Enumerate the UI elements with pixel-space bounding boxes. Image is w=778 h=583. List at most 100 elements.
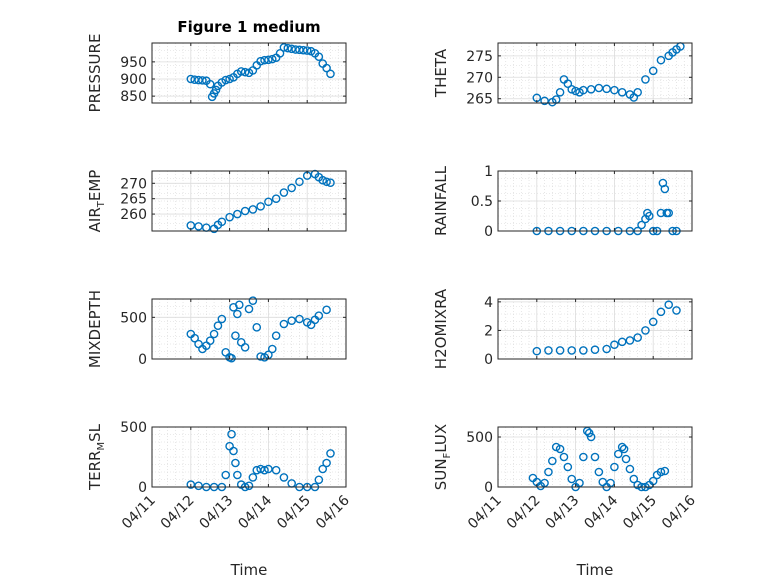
data-point	[233, 309, 242, 319]
axes-frame	[151, 170, 347, 232]
data-point	[314, 311, 324, 320]
data-point	[641, 326, 650, 335]
data-point	[213, 321, 223, 330]
chart-title: Figure 1 medium	[177, 18, 320, 36]
x-tick-label: 04/15	[274, 493, 314, 533]
y-tick-label: 500	[120, 310, 147, 326]
data-point	[256, 202, 265, 211]
data-point	[322, 177, 331, 187]
data-point	[194, 481, 203, 491]
data-point	[217, 217, 227, 227]
data-point	[233, 470, 242, 480]
y-tick-label: 1	[484, 164, 493, 180]
data-point	[664, 208, 674, 218]
data-point	[314, 52, 324, 62]
y-tick-label: 2	[484, 323, 493, 339]
data-point	[287, 183, 296, 193]
data-point	[555, 87, 565, 97]
data-point	[211, 85, 221, 95]
x-tick-label: 04/11	[465, 493, 505, 533]
x-tick-label: 04/12	[158, 493, 198, 533]
data-point	[548, 456, 557, 466]
data-point	[244, 304, 254, 314]
data-point	[594, 467, 604, 477]
data-point	[563, 462, 573, 472]
axes-rainfall: 0 0.5 1 RAINFALL	[432, 164, 693, 240]
data-point	[586, 84, 596, 94]
x-axis-label: Time	[576, 561, 614, 579]
data-point	[637, 220, 646, 230]
data-point	[617, 442, 627, 452]
data-point	[248, 473, 258, 482]
x-tick-label: 04/13	[543, 493, 583, 533]
data-point	[264, 55, 273, 65]
data-point	[544, 467, 553, 477]
data-point	[584, 428, 594, 438]
data-point	[248, 205, 258, 214]
data-point	[590, 345, 600, 355]
data-point	[610, 462, 619, 472]
x-tick-label: 04/16	[659, 492, 699, 532]
x-tick-label: 04/14	[235, 492, 275, 532]
data-point	[295, 314, 304, 324]
data-point	[322, 305, 331, 315]
data-point	[295, 177, 304, 187]
axes-frame	[151, 426, 347, 488]
data-point	[190, 333, 199, 343]
data-point	[656, 307, 666, 317]
data-point	[302, 46, 312, 55]
data-point	[229, 446, 238, 456]
data-point	[648, 317, 658, 327]
y-tick-label: 4	[484, 295, 493, 311]
data-point	[660, 466, 670, 476]
data-point	[225, 74, 234, 84]
data-point	[633, 333, 642, 342]
y-axis-label: RAINFALL	[432, 165, 450, 236]
y-tick-label: 270	[120, 176, 147, 192]
data-point	[660, 184, 670, 194]
data-point	[287, 316, 296, 325]
data-point	[264, 197, 273, 207]
y-tick-label: 500	[466, 430, 493, 446]
data-point	[555, 346, 565, 355]
data-point	[240, 67, 250, 77]
y-tick-label: 0	[484, 224, 493, 240]
data-point	[322, 63, 331, 73]
data-point	[260, 465, 269, 475]
y-axis-label: SUNFLUX	[432, 424, 453, 490]
data-point	[217, 314, 227, 324]
data-point	[619, 444, 629, 454]
data-point	[656, 467, 666, 477]
axes-mixdepth: 0 500 MIXDEPTH	[86, 290, 347, 368]
data-point	[648, 66, 658, 76]
y-tick-label: 0	[138, 352, 147, 368]
data-point	[271, 194, 281, 203]
y-axis-label: H2OMIXRA	[432, 288, 450, 369]
y-tick-label: 270	[466, 70, 493, 86]
data-point	[227, 353, 236, 363]
y-tick-label: 0	[484, 480, 493, 496]
data-point	[279, 473, 289, 482]
data-point	[617, 337, 627, 347]
data-point	[240, 343, 250, 352]
data-point	[236, 67, 246, 76]
y-tick-label: 275	[466, 49, 493, 65]
y-tick-label: 265	[120, 192, 147, 208]
y-axis-label: MIXDEPTH	[86, 290, 104, 368]
data-point	[252, 323, 262, 332]
data-point	[326, 178, 335, 187]
y-axis-label: TERRMSL	[86, 423, 107, 491]
data-point	[209, 329, 219, 339]
data-point	[198, 76, 207, 85]
data-point	[283, 43, 293, 53]
data-point	[563, 79, 573, 89]
data-point	[234, 300, 244, 310]
data-point	[221, 470, 231, 480]
data-point	[244, 481, 254, 491]
x-tick-label: 04/15	[620, 493, 660, 533]
data-point	[590, 452, 600, 462]
data-point	[672, 306, 681, 315]
y-tick-label: 265	[466, 92, 493, 108]
y-tick-label: 0.5	[471, 194, 493, 210]
data-point	[186, 480, 196, 489]
